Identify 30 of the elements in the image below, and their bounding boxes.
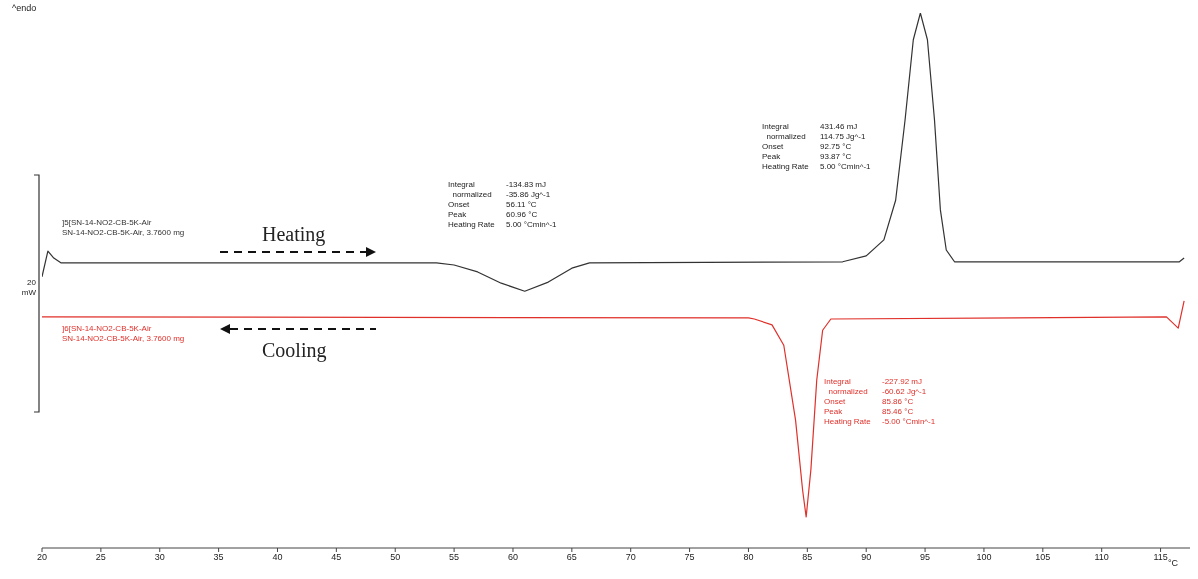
text: 20 mW (20, 278, 36, 298)
x-tick-label: 90 (861, 552, 872, 563)
x-tick-label: 30 (154, 552, 165, 563)
annotation: Heating (262, 222, 326, 247)
x-tick-label: 80 (743, 552, 754, 563)
x-tick-label: 60 (507, 552, 518, 563)
x-tick-label: 105 (1035, 552, 1051, 563)
text: Integral -134.83 mJ normalized -35.86 Jg^-1 Onset 56.11 °C Peak 60.96 °C Heating Rate 5.00 °Cmin^-1 (448, 180, 557, 229)
text: Integral 431.46 mJ normalized 114.75 Jg^-1 Onset 92.75 °C Peak 93.87 °C Heating Rate 5.00 °Cmin^-1 (762, 122, 871, 171)
x-tick-label: 50 (390, 552, 401, 563)
x-tick-label: 85 (802, 552, 813, 563)
x-tick-label: 45 (331, 552, 342, 563)
x-tick-label: 35 (213, 552, 224, 563)
text: Integral -227.92 mJ normalized -60.62 Jg^-1 Onset 85.86 °C Peak 85.46 °C Heating Rate -5.00 °Cmin^-1 (824, 377, 936, 426)
x-tick-label: 100 (976, 552, 992, 563)
x-tick-label: 25 (95, 552, 106, 563)
text: ^endo (12, 3, 37, 15)
x-tick-label: 95 (920, 552, 931, 563)
x-tick-label: 55 (449, 552, 460, 563)
x-tick-label: 65 (566, 552, 577, 563)
x-tick-label: 110 (1094, 552, 1109, 563)
x-tick-label: 40 (272, 552, 283, 563)
series-label: ]6[SN-14-NO2-CB-5K-Air SN-14-NO2-CB-5K-Air, 3.7600 mg (62, 324, 185, 345)
annotation: Cooling (262, 338, 327, 363)
x-axis-title: °C (1167, 558, 1179, 568)
x-tick-label: 20 (36, 552, 48, 563)
text: ]5[SN-14-NO2-CB-5K-Air SN-14-NO2-CB-5K-Air, 3.7600 mg (62, 218, 185, 239)
x-tick-label: 70 (625, 552, 636, 563)
x-tick-label: 75 (684, 552, 695, 563)
x-tick-label: 115 (1153, 552, 1168, 563)
